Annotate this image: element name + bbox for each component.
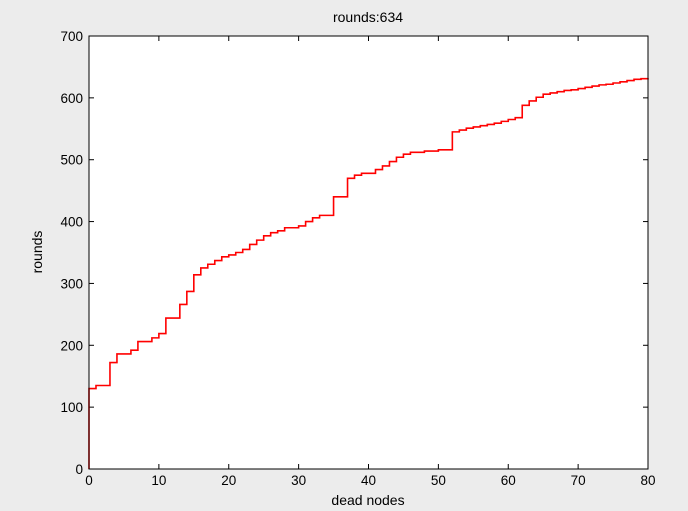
series-line [88, 77, 649, 469]
y-tick-label: 400 [60, 215, 83, 230]
y-tick-label: 100 [60, 400, 83, 415]
x-tick-label: 20 [221, 473, 236, 488]
y-tick-label: 300 [60, 276, 83, 291]
y-tick-label: 700 [60, 29, 83, 44]
y-tick-label: 600 [60, 91, 83, 106]
y-tick-label: 0 [75, 462, 83, 477]
plot-frame [88, 35, 649, 470]
x-tick-label: 80 [640, 473, 655, 488]
y-axis: 0 100 200 300 400 500 600 700 [60, 29, 648, 477]
x-tick-label: 10 [151, 473, 166, 488]
x-tick-label: 40 [361, 473, 376, 488]
x-tick-label: 30 [291, 473, 306, 488]
x-tick-label: 70 [571, 473, 586, 488]
x-tick-label: 60 [501, 473, 516, 488]
x-tick-label: 0 [85, 473, 93, 488]
x-tick-label: 50 [431, 473, 446, 488]
x-axis: 0 10 20 30 40 50 60 70 80 [85, 36, 656, 488]
y-tick-label: 500 [60, 153, 83, 168]
y-axis-label: rounds [29, 231, 45, 274]
y-tick-label: 200 [60, 338, 83, 353]
x-axis-label: dead nodes [331, 492, 404, 508]
chart-title: rounds:634 [333, 9, 403, 25]
plot-area [89, 36, 648, 469]
